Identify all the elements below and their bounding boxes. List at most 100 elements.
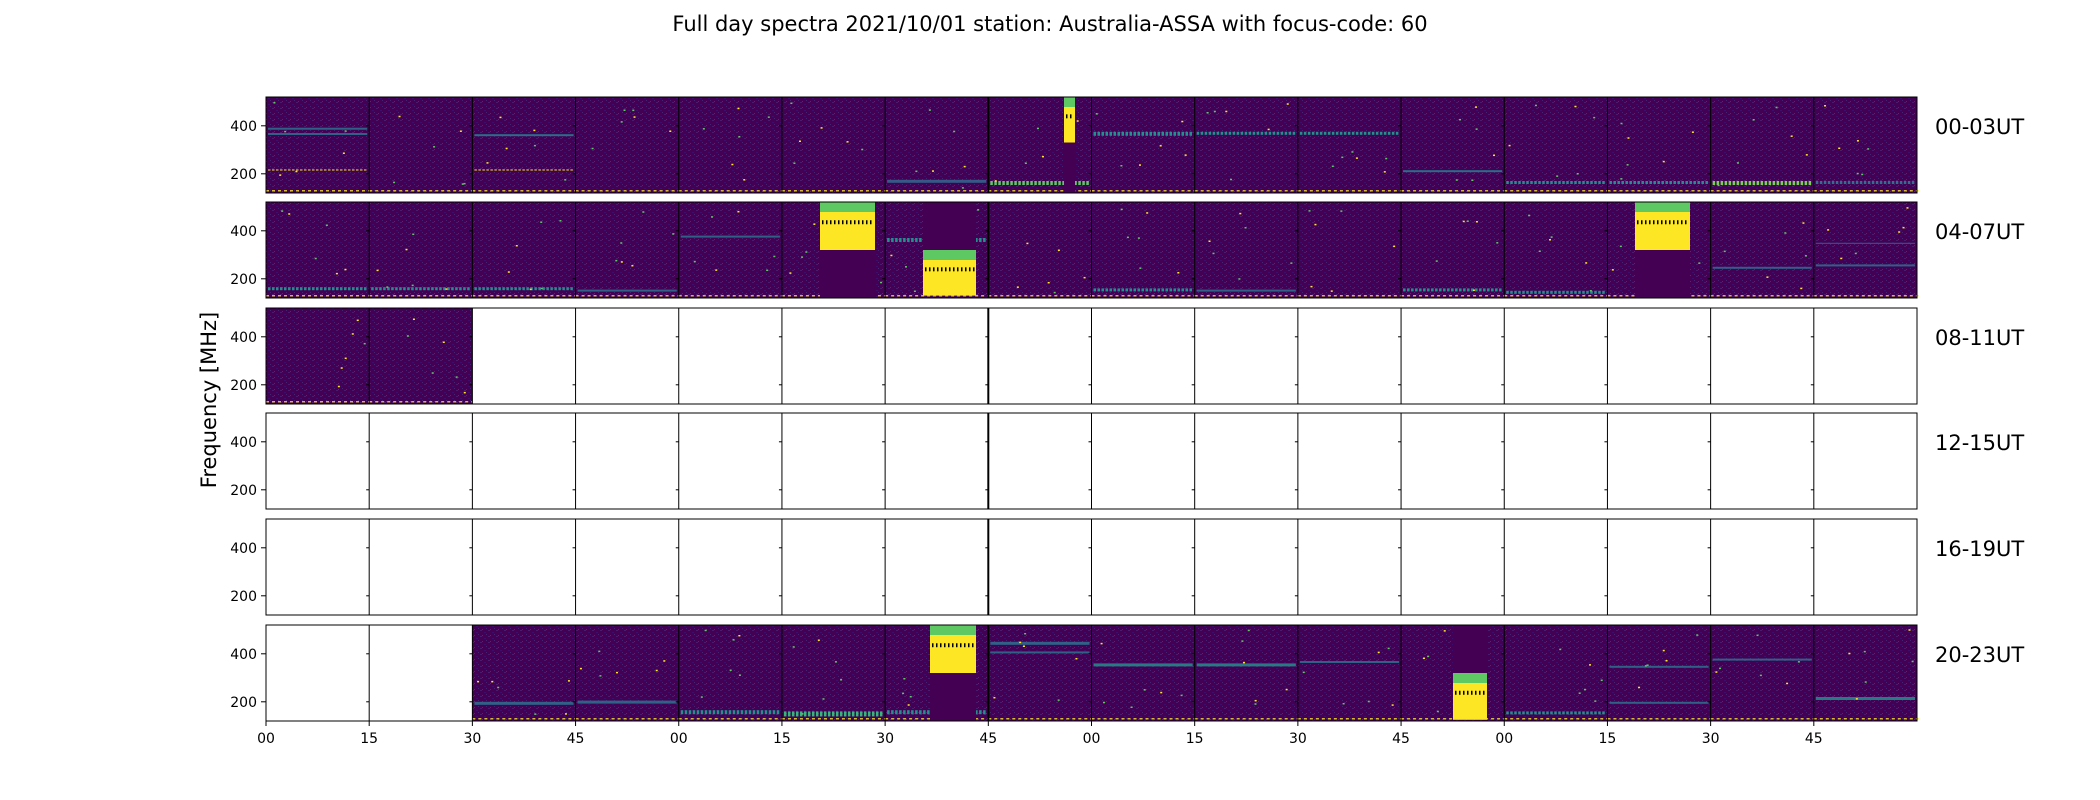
baseline-dash bbox=[1431, 295, 1435, 297]
baseline-dash bbox=[1497, 718, 1501, 720]
baseline-dash bbox=[1655, 718, 1659, 720]
baseline-dash bbox=[272, 190, 275, 192]
baseline-dash bbox=[502, 718, 506, 720]
baseline-dash bbox=[726, 295, 730, 297]
spectral-line-segment bbox=[1736, 181, 1740, 185]
baseline-dash bbox=[1091, 718, 1095, 720]
noise-speck bbox=[1620, 178, 1623, 180]
empty-cell bbox=[1091, 413, 1195, 509]
baseline-dash bbox=[1413, 295, 1417, 297]
spectral-line-segment bbox=[768, 710, 772, 715]
noise-speck bbox=[579, 667, 582, 670]
spectral-line bbox=[1712, 658, 1812, 661]
noise-speck bbox=[834, 661, 837, 663]
spectral-line-segment bbox=[979, 710, 982, 715]
spectral-line-segment bbox=[312, 287, 315, 291]
baseline-dash bbox=[1419, 295, 1423, 297]
empty-cell bbox=[1297, 519, 1402, 615]
spectrogram-cell bbox=[575, 625, 679, 721]
baseline-dash bbox=[891, 295, 895, 297]
noise-speck bbox=[281, 210, 284, 212]
spectral-line-segment bbox=[1843, 181, 1847, 184]
spectral-line-segment bbox=[728, 710, 732, 715]
noise-speck bbox=[1083, 276, 1086, 279]
baseline-dash bbox=[756, 295, 760, 297]
saturated-block-dash bbox=[858, 220, 860, 225]
noise-speck bbox=[1138, 164, 1141, 166]
baseline-dash bbox=[1716, 718, 1720, 720]
spectral-line-segment bbox=[1637, 181, 1640, 184]
baseline-dash bbox=[1867, 295, 1871, 297]
baseline-dash bbox=[1097, 190, 1101, 192]
saturated-block-dash bbox=[956, 643, 958, 648]
spectral-line-segment bbox=[1272, 131, 1276, 135]
baseline-dash bbox=[1837, 190, 1841, 192]
spectral-line-segment bbox=[1093, 288, 1096, 292]
baseline-dash bbox=[762, 718, 766, 720]
baseline-dash bbox=[696, 190, 700, 192]
spectral-line-segment bbox=[895, 710, 898, 715]
baseline-dash bbox=[885, 718, 889, 720]
baseline-dash bbox=[550, 718, 554, 720]
baseline-dash bbox=[1000, 190, 1004, 192]
spectral-line-segment bbox=[1693, 181, 1696, 184]
baseline-dash bbox=[1333, 718, 1337, 720]
baseline-dash bbox=[1516, 718, 1520, 720]
baseline-dash bbox=[1631, 718, 1635, 720]
noise-speck bbox=[1802, 222, 1805, 224]
baseline-dash bbox=[1260, 718, 1264, 720]
baseline-dash bbox=[472, 718, 476, 720]
noise-speck bbox=[1184, 154, 1187, 156]
spectral-line-segment bbox=[1363, 131, 1367, 135]
noise-speck bbox=[909, 695, 912, 698]
spectral-line-segment bbox=[340, 169, 343, 171]
baseline-dash bbox=[1497, 295, 1501, 297]
noise-speck bbox=[1016, 286, 1019, 288]
spectral-line-segment bbox=[1772, 181, 1776, 185]
spectral-line-segment bbox=[558, 169, 561, 171]
noise-speck bbox=[1691, 131, 1694, 133]
spectral-line-segment bbox=[1018, 181, 1021, 185]
noise-speck bbox=[279, 174, 282, 176]
noise-speck bbox=[711, 216, 714, 218]
empty-cell bbox=[988, 519, 1092, 615]
noise-speck bbox=[1752, 119, 1755, 121]
spectral-line-segment bbox=[1022, 181, 1025, 185]
spectrogram-cell bbox=[781, 625, 886, 721]
baseline-dash bbox=[296, 401, 299, 403]
baseline-dash bbox=[1752, 295, 1756, 297]
baseline-dash bbox=[1181, 295, 1185, 297]
empty-cell bbox=[1297, 413, 1402, 509]
spectral-line-segment bbox=[1315, 131, 1319, 135]
baseline-dash bbox=[308, 401, 311, 403]
baseline-dash bbox=[750, 295, 754, 297]
spectral-line-segment bbox=[288, 287, 291, 291]
spectral-line-segment bbox=[700, 710, 704, 715]
baseline-dash bbox=[1752, 718, 1756, 720]
baseline-dash bbox=[1303, 190, 1307, 192]
spectral-line bbox=[474, 134, 574, 137]
noise-speck bbox=[928, 109, 931, 111]
spectral-line-segment bbox=[1598, 181, 1601, 184]
baseline-dash bbox=[472, 190, 476, 192]
baseline-dash bbox=[635, 190, 639, 192]
spectral-line-segment bbox=[1351, 131, 1355, 135]
baseline-dash bbox=[1431, 718, 1435, 720]
baseline-dash bbox=[1619, 718, 1623, 720]
baseline-dash bbox=[1619, 190, 1623, 192]
baseline-dash bbox=[599, 718, 603, 720]
noise-speck bbox=[1443, 630, 1446, 632]
baseline-dash bbox=[951, 190, 955, 192]
spectral-line-segment bbox=[1439, 288, 1442, 292]
spectral-line-segment bbox=[1594, 181, 1597, 184]
spectral-line-segment bbox=[1471, 288, 1474, 292]
spectral-line-segment bbox=[1609, 181, 1612, 184]
spectral-line-segment bbox=[490, 287, 493, 291]
row-frame bbox=[265, 412, 1918, 510]
baseline-dash bbox=[1800, 190, 1804, 192]
saturated-block-dash bbox=[1459, 690, 1461, 695]
saturated-block-dash bbox=[944, 643, 946, 648]
baseline-dash bbox=[356, 401, 359, 403]
baseline-dash bbox=[811, 295, 815, 297]
baseline-dash bbox=[774, 718, 778, 720]
